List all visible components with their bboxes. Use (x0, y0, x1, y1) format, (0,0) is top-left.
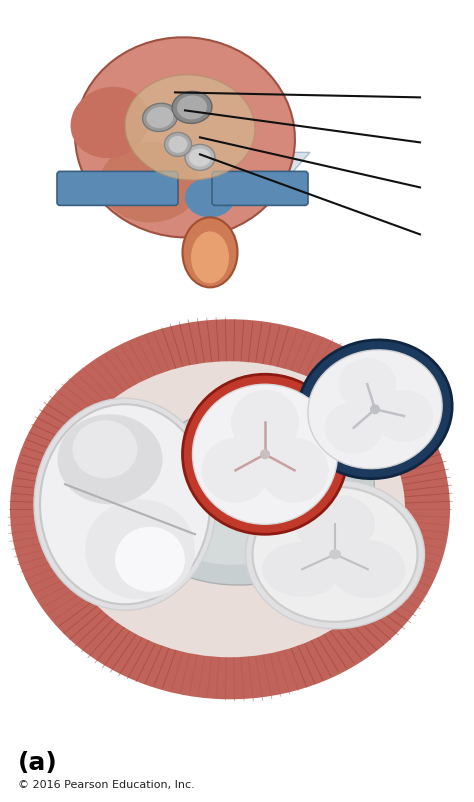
Ellipse shape (246, 480, 425, 629)
Ellipse shape (34, 399, 216, 610)
Ellipse shape (329, 549, 341, 559)
Ellipse shape (40, 404, 210, 604)
Ellipse shape (308, 350, 442, 468)
Ellipse shape (146, 107, 173, 128)
Text: © 2016 Pearson Education, Inc.: © 2016 Pearson Education, Inc. (18, 780, 195, 790)
Ellipse shape (177, 95, 207, 119)
Ellipse shape (375, 390, 433, 442)
Ellipse shape (57, 415, 163, 504)
Ellipse shape (85, 500, 195, 599)
Ellipse shape (262, 542, 342, 597)
Ellipse shape (125, 75, 255, 180)
Ellipse shape (75, 38, 295, 237)
Ellipse shape (253, 487, 418, 622)
Ellipse shape (231, 390, 299, 455)
Ellipse shape (298, 340, 452, 479)
Ellipse shape (164, 132, 191, 156)
Polygon shape (60, 152, 310, 197)
Ellipse shape (260, 438, 328, 503)
Ellipse shape (201, 438, 270, 503)
Ellipse shape (330, 541, 405, 598)
Ellipse shape (115, 527, 185, 592)
Ellipse shape (55, 361, 405, 658)
Ellipse shape (338, 358, 396, 410)
Ellipse shape (370, 404, 380, 415)
Ellipse shape (168, 136, 188, 153)
Ellipse shape (73, 420, 137, 478)
Ellipse shape (126, 403, 374, 585)
Ellipse shape (260, 449, 270, 460)
Ellipse shape (150, 434, 329, 565)
Ellipse shape (10, 319, 450, 699)
Ellipse shape (295, 494, 375, 554)
Ellipse shape (185, 177, 235, 217)
Text: (a): (a) (18, 751, 58, 776)
FancyBboxPatch shape (212, 172, 308, 205)
Ellipse shape (100, 143, 200, 222)
Ellipse shape (71, 87, 149, 158)
Ellipse shape (182, 375, 347, 534)
FancyBboxPatch shape (57, 172, 178, 205)
Ellipse shape (185, 144, 215, 170)
Ellipse shape (182, 217, 237, 287)
Ellipse shape (192, 384, 337, 525)
Ellipse shape (189, 148, 211, 166)
Ellipse shape (143, 103, 177, 132)
Ellipse shape (191, 232, 229, 283)
Ellipse shape (325, 402, 383, 454)
Ellipse shape (172, 91, 212, 124)
